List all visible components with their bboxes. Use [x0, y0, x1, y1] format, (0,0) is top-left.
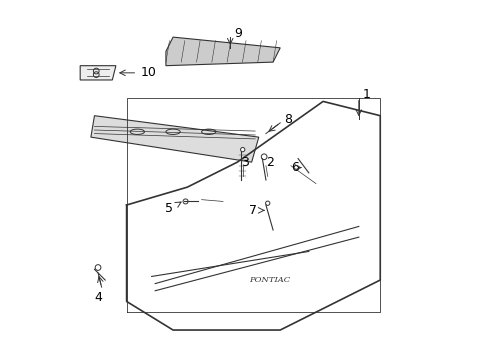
Text: PONTIAC: PONTIAC [248, 276, 289, 284]
Circle shape [183, 199, 188, 204]
Polygon shape [80, 66, 116, 80]
Text: 1: 1 [362, 88, 369, 101]
Text: 4: 4 [94, 291, 102, 304]
Text: 9: 9 [233, 27, 241, 40]
Circle shape [95, 265, 101, 270]
Polygon shape [91, 116, 258, 162]
Text: 5: 5 [165, 202, 173, 215]
Text: 10: 10 [141, 66, 157, 79]
Text: 8: 8 [283, 113, 291, 126]
Text: 3: 3 [241, 156, 248, 168]
Polygon shape [165, 37, 280, 66]
Circle shape [265, 201, 269, 205]
Text: 6: 6 [290, 161, 298, 174]
Text: 7: 7 [248, 204, 257, 217]
Circle shape [261, 154, 266, 159]
Text: 2: 2 [265, 156, 273, 168]
Circle shape [240, 148, 244, 152]
